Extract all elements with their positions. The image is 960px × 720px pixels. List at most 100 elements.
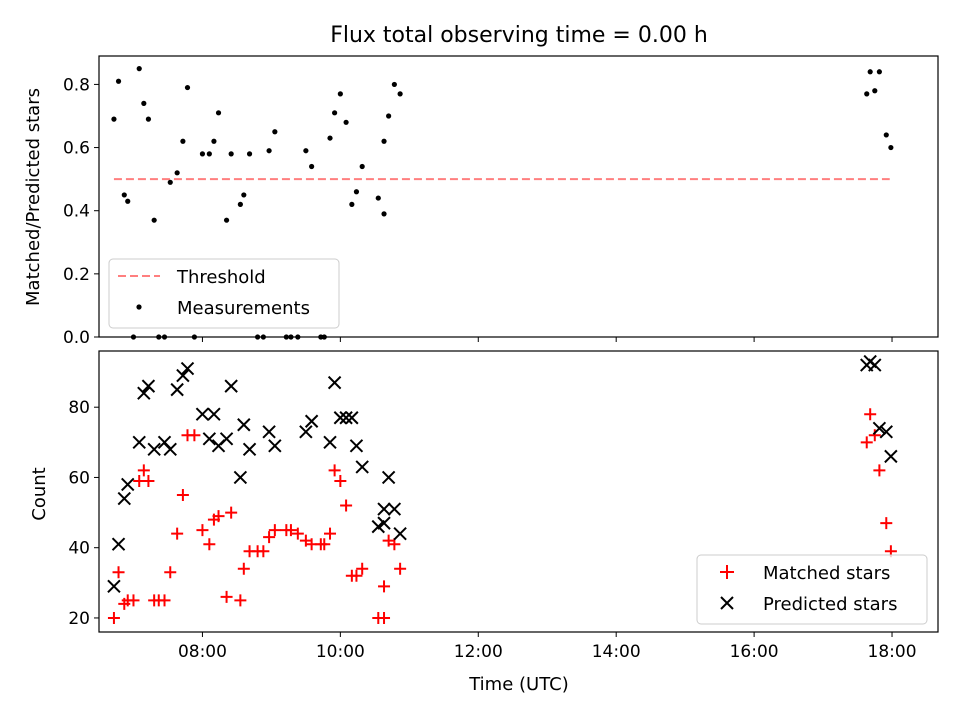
matched-stars-point — [860, 436, 873, 449]
measurements-point — [876, 69, 882, 75]
measurements-point — [349, 201, 355, 207]
measurements-point — [888, 144, 894, 151]
predicted-stars-point — [299, 425, 313, 439]
predicted-stars-point — [147, 442, 161, 457]
predicted-stars-point — [377, 516, 391, 530]
measurements-point — [121, 192, 127, 198]
top-legend-box — [108, 258, 340, 329]
x-tick-label: 16:00 — [730, 642, 779, 662]
bottom-panel-marks — [107, 354, 898, 624]
x-tick-label: 14:00 — [592, 642, 641, 662]
matched-stars-point — [112, 566, 125, 579]
measurements-point — [872, 88, 878, 94]
measurements-point — [211, 138, 217, 144]
measurements-point — [199, 151, 206, 157]
measurements-point — [272, 129, 278, 135]
matched-stars-point — [868, 429, 881, 442]
measurements-point — [337, 91, 343, 97]
bottom-panel-legend: Matched stars Predicted stars — [696, 554, 928, 625]
matched-stars-point — [350, 569, 363, 582]
measurements-point — [397, 91, 403, 97]
predicted-stars-point — [242, 442, 257, 457]
predicted-stars-point — [163, 442, 177, 457]
x-tick-label: 10:00 — [316, 642, 365, 662]
measurements-point — [391, 81, 397, 88]
predicted-stars-point — [111, 537, 126, 551]
matched-stars-point — [203, 538, 216, 551]
measurements-point — [115, 78, 122, 84]
measurements-point — [151, 217, 157, 223]
measurements-point — [864, 91, 870, 97]
measurements-point — [145, 116, 152, 122]
x-tick-label: 08:00 — [178, 642, 227, 662]
predicted-stars-point — [195, 407, 210, 421]
measurements-point — [343, 119, 349, 125]
matched-stars-point — [880, 517, 893, 530]
bottom-panel-frame — [98, 350, 939, 633]
matched-stars-point — [171, 527, 184, 540]
measurements-point — [303, 148, 309, 154]
matched-stars-point — [234, 594, 247, 607]
y-tick-label: 80 — [68, 398, 90, 418]
measurements-point — [353, 189, 360, 195]
x-tick-label: 18:00 — [868, 642, 917, 662]
predicted-stars-point — [333, 411, 348, 425]
measurements-point — [381, 211, 387, 217]
predicted-stars-point — [141, 379, 156, 393]
predicted-stars-point — [879, 425, 893, 439]
measurements-point — [375, 195, 381, 201]
matched-stars-point — [324, 527, 337, 540]
predicted-stars-point — [219, 432, 234, 446]
measurements-legend-label: Measurements — [177, 298, 310, 319]
y-tick-label: 40 — [68, 539, 90, 559]
measurements-point — [125, 198, 131, 204]
matched-stars-point — [394, 562, 407, 575]
y-tick-label: 20 — [68, 609, 90, 629]
measurements-point — [237, 201, 243, 207]
y-tick-label: 0.2 — [63, 265, 90, 285]
measurements-point — [180, 138, 186, 144]
bottom-legend-box — [696, 554, 928, 625]
y-tick-label: 0.0 — [63, 328, 90, 348]
threshold-legend-label: Threshold — [176, 267, 266, 288]
matched-stars-point — [176, 489, 189, 502]
predicted-stars-legend-label: Predicted stars — [763, 594, 897, 615]
matched-stars-point — [212, 510, 225, 523]
measurements-point — [223, 217, 230, 223]
bottom-panel-x-ticks: 08:00 10:00 12:00 14:00 16:00 18:00 — [178, 632, 917, 662]
measurements-point — [883, 132, 889, 138]
top-panel-frame — [98, 55, 939, 338]
matched-stars-legend-swatch — [720, 565, 734, 579]
predicted-stars-point — [377, 502, 391, 516]
predicted-stars-point — [381, 470, 396, 485]
matched-stars-point — [328, 464, 341, 477]
predicted-stars-legend-swatch — [720, 596, 734, 610]
measurements-point — [381, 138, 387, 144]
predicted-stars-point — [349, 439, 364, 453]
matched-stars-point — [268, 524, 281, 537]
measurements-point — [215, 110, 222, 116]
measurements-point — [184, 84, 191, 91]
measurements-point — [174, 170, 180, 176]
matched-stars-point — [263, 531, 276, 544]
predicted-stars-point — [224, 379, 238, 393]
measurements-point — [206, 151, 212, 157]
matched-stars-point — [318, 538, 331, 551]
predicted-stars-point — [345, 411, 359, 425]
y-tick-label: 0.4 — [63, 202, 90, 222]
matched-stars-point — [388, 538, 401, 551]
matched-stars-point — [225, 506, 238, 519]
measurements-point — [241, 192, 247, 198]
predicted-stars-point — [327, 375, 342, 390]
predicted-stars-point — [180, 361, 195, 376]
matched-stars-point — [378, 611, 391, 624]
predicted-stars-point — [202, 432, 217, 446]
predicted-stars-point — [304, 414, 319, 428]
measurements-legend-swatch — [136, 304, 142, 310]
measurements-point — [327, 135, 333, 141]
predicted-stars-point — [237, 418, 251, 432]
predicted-stars-point — [117, 491, 131, 506]
predicted-stars-point — [176, 368, 190, 383]
measurements-point — [111, 116, 117, 122]
